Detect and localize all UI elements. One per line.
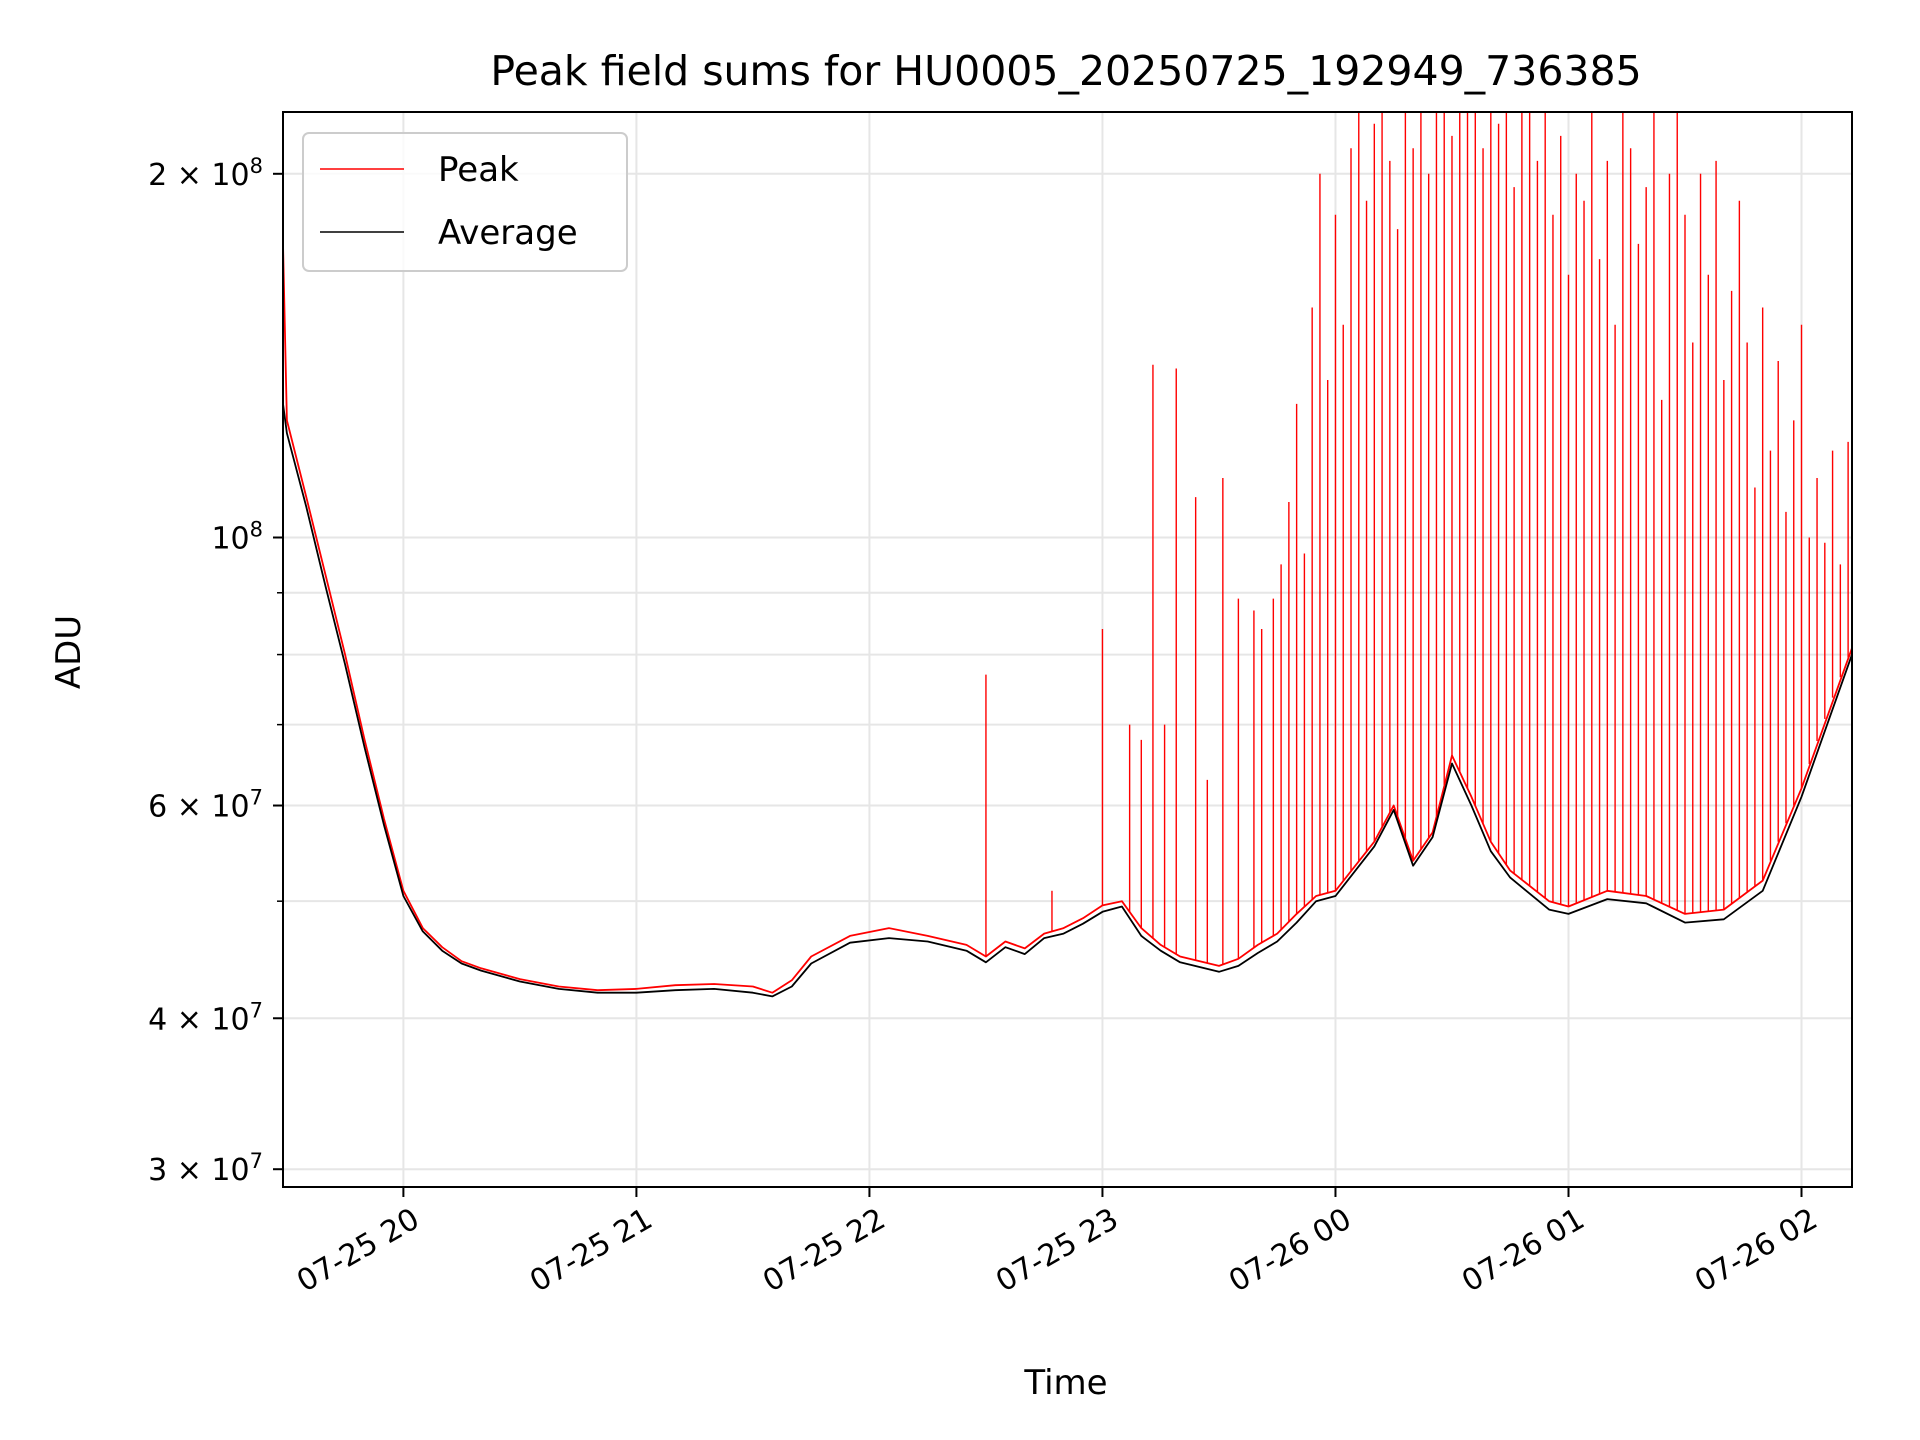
- legend-label-average: Average: [438, 213, 578, 253]
- legend: Peak Average: [302, 132, 628, 272]
- series-line-average: [283, 403, 1852, 998]
- y-tick-label-base: 3 × 10: [148, 1153, 249, 1188]
- plot-frame: [282, 111, 1853, 1188]
- y-tick-label: 6 × 107: [148, 786, 263, 825]
- chart-title: Peak field sums for HU0005_20250725_1929…: [490, 47, 1641, 95]
- x-axis-label: Time: [1023, 1363, 1107, 1403]
- series-layer: [283, 112, 1852, 998]
- y-tick-label-base: 10: [211, 521, 249, 556]
- y-axis-label: ADU: [49, 615, 89, 689]
- series-group: [283, 112, 1852, 998]
- y-tick-label: 3 × 107: [148, 1149, 263, 1188]
- y-tick-label-base: 6 × 10: [148, 790, 249, 825]
- y-tick-label-exponent: 8: [250, 517, 263, 541]
- y-tick-label: 2 × 108: [148, 154, 263, 193]
- y-tick-label: 4 × 107: [148, 998, 263, 1037]
- y-tick-label-exponent: 8: [250, 154, 263, 178]
- y-tick-label-base: 2 × 10: [148, 158, 249, 193]
- y-tick-label-exponent: 7: [250, 1149, 263, 1173]
- y-tick-label-exponent: 7: [250, 998, 263, 1022]
- y-tick-label-base: 4 × 10: [148, 1002, 249, 1037]
- y-tick-label-exponent: 7: [250, 786, 263, 810]
- legend-box: [302, 132, 628, 272]
- y-tick-label: 108: [211, 517, 263, 556]
- legend-label-peak: Peak: [438, 150, 519, 190]
